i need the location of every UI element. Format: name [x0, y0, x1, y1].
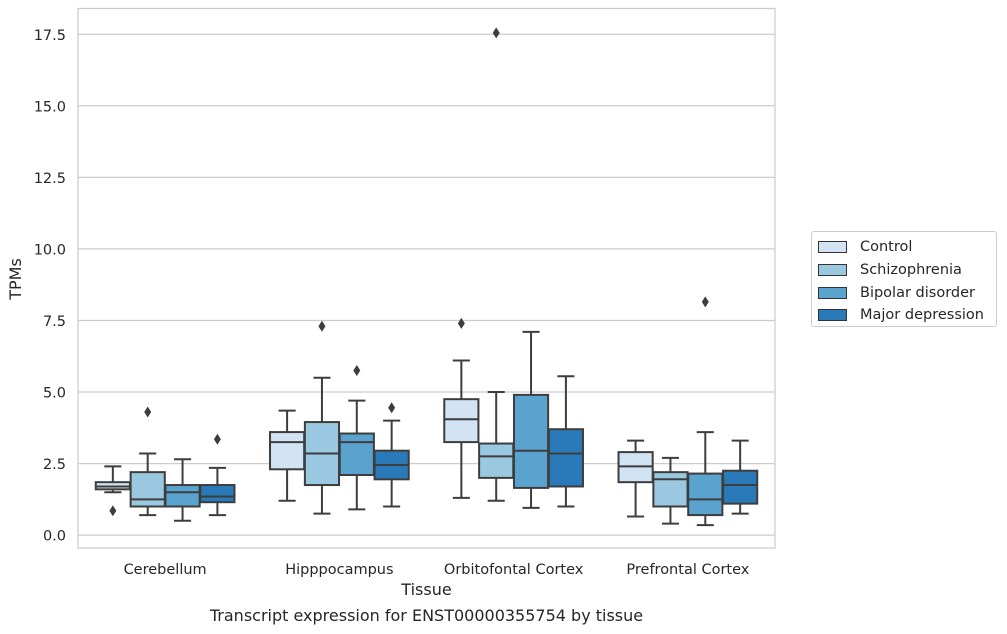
outlier-point	[388, 402, 396, 414]
legend-item-major-depression: Major depression	[818, 304, 996, 327]
box-iqr	[652, 471, 689, 508]
box-1-0	[269, 409, 306, 502]
box-3-0	[617, 439, 654, 518]
box-0-0	[94, 465, 131, 517]
box-iqr	[199, 484, 236, 504]
y-tick-label: 10.0	[34, 242, 66, 258]
box-3-3	[722, 439, 759, 515]
box-iqr	[129, 471, 166, 508]
legend-swatch-schizophrenia	[818, 264, 847, 277]
outlier-point	[353, 365, 361, 377]
y-axis-label: TPMs	[6, 258, 25, 301]
gridlines	[78, 33, 775, 536]
outlier-point	[701, 296, 709, 308]
y-tick-label: 5.0	[43, 386, 66, 402]
plot-frame	[77, 7, 776, 549]
box-iqr	[269, 431, 306, 471]
y-tick-label: 0.0	[43, 529, 66, 545]
outlier-point	[492, 27, 500, 39]
box-iqr	[164, 484, 201, 508]
legend: Control Schizophrenia Bipolar disorder M…	[811, 231, 997, 327]
x-tick-label: Orbitofontal Cortex	[444, 562, 584, 578]
box-0-3	[199, 433, 236, 517]
legend-item-schizophrenia: Schizophrenia	[818, 259, 996, 282]
x-axis-label: Tissue	[400, 580, 451, 599]
x-axis-ticks: Cerebellum Hipppocampus Orbitofontal Corte…	[124, 562, 750, 578]
y-tick-label: 15.0	[34, 99, 66, 115]
box-iqr	[338, 432, 375, 477]
box-iqr	[443, 398, 480, 444]
outlier-point	[144, 406, 152, 418]
outlier-point	[457, 317, 465, 329]
box-1-3	[373, 402, 410, 508]
box-iqr	[687, 472, 724, 517]
chart-caption: Transcript expression for ENST0000035575…	[209, 606, 644, 625]
y-axis-ticks: 0.0 2.5 5.0 7.5 10.0 12.5 15.0 17.5	[34, 28, 66, 545]
y-tick-label: 2.5	[43, 457, 66, 473]
box-1-2	[338, 365, 375, 511]
box-iqr	[722, 469, 759, 505]
outlier-point	[109, 505, 117, 517]
y-tick-label: 12.5	[34, 171, 66, 187]
box-1-1	[303, 320, 341, 515]
legend-label-bipolar-disorder: Bipolar disorder	[860, 284, 975, 301]
legend-swatch-control	[818, 241, 847, 254]
box-0-1	[129, 406, 166, 517]
box-2-1	[478, 27, 515, 502]
legend-label-schizophrenia: Schizophrenia	[860, 262, 962, 279]
x-tick-label: Hipppocampus	[285, 562, 393, 578]
box-iqr	[512, 393, 550, 489]
legend-item-bipolar-disorder: Bipolar disorder	[818, 281, 996, 304]
outlier-point	[318, 320, 326, 332]
box-iqr	[478, 442, 515, 479]
box-0-2	[164, 458, 201, 522]
box-3-1	[652, 456, 689, 525]
y-tick-label: 17.5	[34, 28, 66, 44]
boxes	[94, 27, 759, 527]
box-2-0	[443, 317, 480, 499]
outlier-point	[213, 433, 221, 445]
box-iqr	[547, 428, 584, 488]
x-tick-label: Cerebellum	[124, 562, 207, 578]
box-2-3	[547, 375, 584, 508]
legend-label-major-depression: Major depression	[860, 307, 984, 324]
box-2-2	[512, 330, 550, 509]
box-3-2	[687, 296, 724, 527]
legend-label-control: Control	[860, 239, 913, 256]
x-tick-label: Prefrontal Cortex	[626, 562, 749, 578]
legend-swatch-major-depression	[818, 309, 847, 322]
legend-item-control: Control	[818, 236, 996, 259]
y-tick-label: 7.5	[43, 314, 66, 330]
legend-swatch-bipolar-disorder	[818, 286, 847, 299]
